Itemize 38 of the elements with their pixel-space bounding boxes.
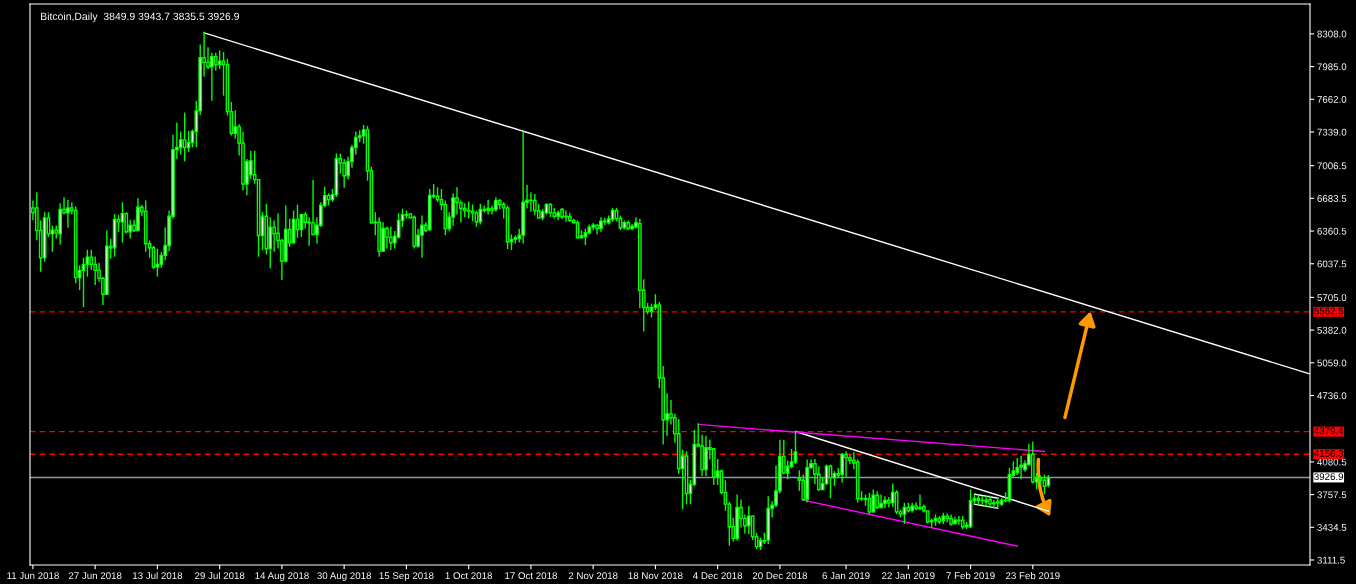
y-tick-label: 6683.5	[1317, 195, 1347, 202]
x-tick-label: 22 Jan 2019	[882, 572, 935, 580]
x-tick-label: 30 Aug 2018	[317, 572, 372, 582]
x-tick-label: 20 Dec 2018	[752, 572, 808, 580]
x-tick-label: 7 Feb 2019	[946, 571, 995, 580]
text: Bitcoin,Daily 3849.9 3943.7 3835.5 3926.9	[41, 12, 239, 23]
x-tick-label: 1 Oct 2018	[445, 572, 493, 580]
y-tick-label: 7006.5	[1317, 162, 1347, 170]
x-tick-label: 17 Oct 2018	[505, 572, 557, 580]
y-tick-label: 5705.0	[1317, 294, 1347, 302]
ref-line-label: 4379.4	[1314, 427, 1344, 435]
y-tick-label: 6360.5	[1317, 227, 1347, 235]
ref-line-label: 5562.5	[1314, 307, 1344, 315]
x-tick-label: 11 Jun 2018	[7, 572, 59, 580]
x-tick-label: 4 Dec 2018	[693, 572, 743, 580]
x-tick-label: 23 Feb 2019	[1005, 571, 1060, 580]
y-tick-label: 7662.0	[1317, 96, 1347, 103]
y-tick-label: 5059.0	[1317, 359, 1347, 367]
x-tick-label: 2 Nov 2018	[568, 572, 618, 580]
ref-line-label: 4156.3	[1314, 449, 1344, 457]
y-tick-label: 6037.5	[1317, 260, 1347, 268]
x-tick-label: 29 Jul 2018	[195, 571, 245, 580]
x-tick-label: 14 Aug 2018	[255, 572, 309, 582]
y-tick-label: 7339.0	[1317, 128, 1347, 136]
y-tick-label: 4080.5	[1317, 458, 1347, 466]
y-tick-label: 3434.5	[1317, 524, 1347, 531]
x-tick-label: 13 Jul 2018	[133, 571, 183, 580]
ref-line-label: 3926.9	[1314, 473, 1344, 481]
x-tick-label: 15 Sep 2018	[379, 572, 434, 582]
x-tick-label: 18 Nov 2018	[628, 572, 683, 580]
y-tick-label: 5382.0	[1317, 326, 1347, 334]
y-tick-label: 7985.0	[1317, 63, 1347, 71]
x-tick-label: 27 Jun 2018	[68, 572, 122, 580]
y-tick-label: 3757.5	[1317, 491, 1347, 499]
y-tick-label: 8308.0	[1317, 30, 1347, 38]
y-tick-label: 3111.5	[1317, 556, 1345, 564]
y-tick-label: 4736.0	[1317, 392, 1347, 400]
x-tick-label: 6 Jan 2019	[822, 572, 870, 580]
